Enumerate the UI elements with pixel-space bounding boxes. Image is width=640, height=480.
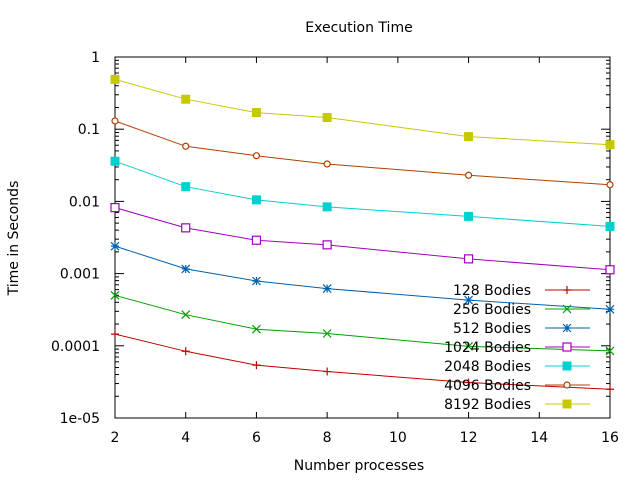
- legend-label: 4096 Bodies: [444, 378, 531, 394]
- data-point: [606, 181, 614, 189]
- series-5: [110, 156, 615, 231]
- legend-label: 256 Bodies: [453, 302, 531, 318]
- x-tick-label: 16: [601, 430, 619, 446]
- series-6: [111, 117, 614, 189]
- legend-swatch-marker: [562, 304, 572, 314]
- data-point: [110, 74, 120, 84]
- x-tick-label: 6: [252, 430, 261, 446]
- series-line: [114, 160, 611, 227]
- y-tick-label: 1e-05: [60, 411, 100, 427]
- data-point: [464, 171, 473, 179]
- data-point: [606, 385, 614, 394]
- data-point: [464, 132, 474, 142]
- legend-swatch-marker: [562, 399, 572, 409]
- legend-entry: 128 Bodies: [453, 283, 590, 299]
- series-1: [111, 330, 614, 394]
- data-point: [252, 152, 261, 160]
- data-point: [182, 142, 190, 150]
- series-line: [114, 78, 611, 146]
- legend-entry: 512 Bodies: [453, 321, 590, 337]
- legend-label: 2048 Bodies: [444, 359, 531, 375]
- legend-swatch-marker: [562, 342, 572, 352]
- y-tick-label: 0.001: [60, 267, 100, 283]
- legend-swatch-marker: [563, 381, 571, 389]
- data-point: [605, 304, 615, 314]
- y-tick-label: 0.1: [78, 122, 100, 138]
- data-point: [464, 378, 473, 387]
- legend-entry: 4096 Bodies: [444, 378, 590, 394]
- series-line: [114, 333, 611, 390]
- y-tick-label: 1: [91, 50, 100, 66]
- legend-swatch-marker: [562, 361, 572, 371]
- data-point: [464, 342, 473, 351]
- data-point: [323, 367, 332, 376]
- legend-label: 1024 Bodies: [444, 340, 531, 356]
- x-axis-label: Number processes: [294, 458, 424, 474]
- legend-entry: 256 Bodies: [453, 302, 590, 318]
- data-point: [322, 329, 332, 338]
- data-point: [110, 156, 120, 166]
- x-tick-label: 2: [111, 430, 120, 446]
- legend-swatch-marker: [563, 286, 571, 294]
- data-point: [463, 254, 474, 264]
- plot-frame: [114, 56, 611, 419]
- data-point: [181, 182, 191, 192]
- legend-swatch-marker: [562, 323, 572, 333]
- data-point: [605, 221, 615, 231]
- x-tick-label: 14: [530, 430, 548, 446]
- legend: 128 Bodies 256 Bodies 512 Bodies 1024 Bodie…: [444, 283, 590, 413]
- series-line: [114, 245, 611, 310]
- data-point: [110, 241, 120, 251]
- data-point: [251, 235, 262, 245]
- data-point: [252, 324, 261, 334]
- data-point: [181, 310, 191, 320]
- data-point: [323, 160, 331, 168]
- chart-title: Execution Time: [305, 20, 412, 36]
- data-point: [464, 295, 473, 305]
- legend-entry: 2048 Bodies: [444, 359, 590, 375]
- data-point: [181, 94, 191, 104]
- data-point: [252, 276, 261, 286]
- series-line: [114, 120, 611, 186]
- data-point: [111, 117, 119, 125]
- data-point: [181, 223, 191, 233]
- x-tick-label: 10: [389, 430, 407, 446]
- series-line: [114, 207, 611, 271]
- series-4: [110, 203, 615, 275]
- legend-label: 512 Bodies: [453, 321, 531, 337]
- data-point: [605, 140, 615, 150]
- y-axis-label: Time in Seconds: [6, 181, 22, 297]
- data-point: [464, 211, 474, 221]
- data-point: [111, 330, 119, 339]
- series-7: [110, 74, 615, 150]
- legend-label: 128 Bodies: [453, 283, 531, 299]
- y-tick-label: 0.0001: [51, 339, 100, 355]
- x-tick-label: 12: [460, 430, 478, 446]
- data-point: [251, 108, 261, 118]
- legend-entry: 1024 Bodies: [444, 340, 590, 356]
- data-point: [110, 290, 120, 300]
- x-tick-label: 8: [323, 430, 332, 446]
- data-point: [110, 203, 120, 213]
- data-point: [181, 347, 190, 356]
- data-point: [181, 264, 191, 274]
- data-point: [322, 284, 332, 294]
- x-tick-label: 4: [181, 430, 190, 446]
- data-point: [605, 265, 615, 275]
- data-point: [322, 240, 332, 250]
- y-tick-label: 0.01: [69, 194, 100, 210]
- series-layer: [110, 74, 615, 394]
- data-point: [251, 195, 261, 205]
- data-point: [322, 202, 332, 212]
- series-line: [114, 294, 611, 352]
- series-2: [110, 290, 615, 356]
- data-point: [605, 346, 615, 356]
- data-point: [252, 361, 261, 370]
- data-point: [322, 113, 332, 123]
- axes: 2 4 6 8 10 12 14 16 1e-05 0.0001 0.001 0.01 0.1 1: [51, 50, 619, 446]
- legend-entry: 8192 Bodies: [444, 397, 590, 413]
- legend-label: 8192 Bodies: [444, 397, 531, 413]
- series-3: [110, 241, 615, 314]
